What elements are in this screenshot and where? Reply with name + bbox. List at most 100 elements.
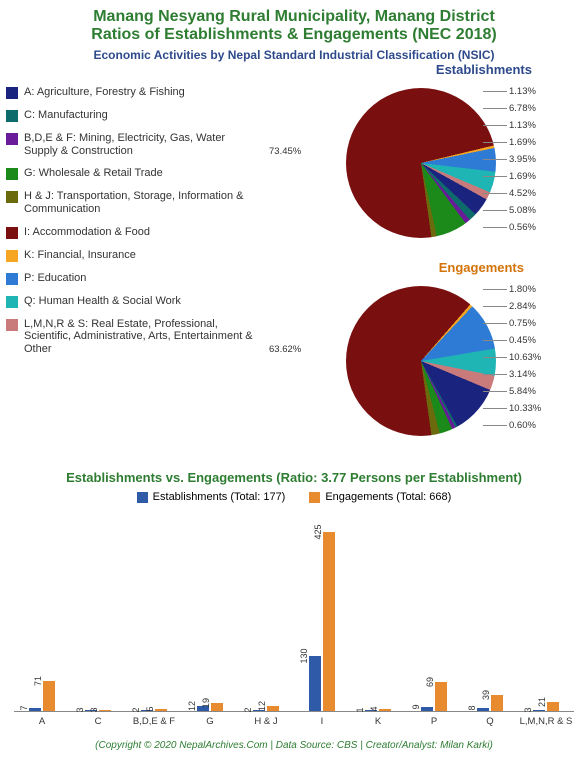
pie-eng-labels-lab-0: 1.80% [509, 284, 536, 295]
legend-swatch-3 [6, 168, 18, 180]
legend-label-9: L,M,N,R & S: Real Estate, Professional, … [24, 318, 261, 356]
bar-0-1: 71 [43, 681, 55, 711]
bar-legend-item-1: Engagements (Total: 668) [309, 491, 451, 503]
legend-label-4: H & J: Transportation, Storage, Informat… [24, 190, 261, 215]
bar-val-9-1: 21 [537, 697, 549, 707]
pie-est-labels-leader-4 [483, 159, 507, 160]
bar-group-2: 25 [141, 709, 167, 711]
bar-9-1: 21 [547, 702, 559, 711]
pie-eng-labels-leader-8 [483, 425, 507, 426]
bar-val-8-1: 39 [481, 690, 493, 700]
bar-val-7-0: 9 [411, 705, 423, 710]
bar-5-1: 425 [323, 532, 335, 711]
bar-val-4-0: 2 [243, 707, 255, 712]
legend-label-8: Q: Human Health & Social Work [24, 295, 261, 308]
footer-text: (Copyright © 2020 NepalArchives.Com | Da… [0, 740, 588, 751]
bar-val-3-1: 19 [201, 698, 213, 708]
bar-chart-x-labels: ACB,D,E & FGH & JIKPQL,M,N,R & S [14, 716, 574, 730]
bar-8-1: 39 [491, 695, 503, 711]
x-label-1: C [95, 716, 102, 727]
pie-eng-labels-lab-2: 0.75% [509, 318, 536, 329]
bar-group-6: 14 [365, 709, 391, 711]
bar-0-0: 7 [29, 708, 41, 711]
legend-item-9: L,M,N,R & S: Real Estate, Professional, … [6, 318, 261, 356]
bar-val-5-1: 425 [313, 525, 325, 540]
x-label-7: P [431, 716, 437, 727]
bar-legend-label-1: Engagements (Total: 668) [325, 491, 451, 503]
legend-swatch-0 [6, 87, 18, 99]
bar-val-2-0: 2 [131, 707, 143, 712]
pie-est-labels-lab-8: 0.56% [509, 222, 536, 233]
bar-group-0: 771 [29, 681, 55, 711]
bar-val-8-0: 8 [467, 705, 479, 710]
pie-est-labels-leader-8 [483, 227, 507, 228]
bar-legend-label-0: Establishments (Total: 177) [153, 491, 286, 503]
bar-val-6-1: 4 [369, 707, 381, 712]
legend-column: A: Agriculture, Forestry & Fishing C: Ma… [6, 68, 261, 464]
x-label-3: G [206, 716, 213, 727]
legend-item-8: Q: Human Health & Social Work [6, 295, 261, 308]
bar-group-1: 33 [85, 710, 111, 711]
pie-est-labels-leader-5 [483, 176, 507, 177]
pie-est-labels-lab-7: 5.08% [509, 205, 536, 216]
pie-eng-labels-leader-0 [483, 289, 507, 290]
legend-item-6: K: Financial, Insurance [6, 249, 261, 262]
legend-label-6: K: Financial, Insurance [24, 249, 261, 262]
pie-eng-labels-leader-4 [483, 357, 507, 358]
bar-group-5: 130425 [309, 532, 335, 711]
pie-engagements-chart [346, 286, 496, 436]
legend-swatch-8 [6, 296, 18, 308]
legend-label-1: C: Manufacturing [24, 109, 261, 122]
bar-7-0: 9 [421, 707, 433, 711]
pie-establishments-block: Establishments 73.45% 1.13%6.78%1.13%1.6… [261, 68, 578, 266]
pie-eng-labels-lab-6: 5.84% [509, 386, 536, 397]
title-block: Manang Nesyang Rural Municipality, Manan… [0, 0, 588, 64]
pie-est-labels-lab-2: 1.13% [509, 120, 536, 131]
pie-est-labels-lab-6: 4.52% [509, 188, 536, 199]
pie-est-labels-leader-1 [483, 108, 507, 109]
bar-group-9: 321 [533, 702, 559, 711]
bar-7-1: 69 [435, 682, 447, 711]
legend-swatch-6 [6, 250, 18, 262]
legend-label-7: P: Education [24, 272, 261, 285]
pie-est-labels-lab-0: 1.13% [509, 86, 536, 97]
pie-eng-labels-lab-5: 3.14% [509, 369, 536, 380]
legend-item-7: P: Education [6, 272, 261, 285]
legend-item-0: A: Agriculture, Forestry & Fishing [6, 86, 261, 99]
legend-item-1: C: Manufacturing [6, 109, 261, 122]
pie-eng-labels-leader-3 [483, 340, 507, 341]
legend-item-5: I: Accommodation & Food [6, 226, 261, 239]
legend-swatch-5 [6, 227, 18, 239]
bar-group-3: 1219 [197, 703, 223, 711]
pie-establishments-title: Establishments [436, 62, 532, 77]
legend-swatch-7 [6, 273, 18, 285]
pie-est-label-big: 73.45% [269, 146, 301, 157]
bar-8-0: 8 [477, 708, 489, 711]
top-section: A: Agriculture, Forestry & Fishing C: Ma… [0, 64, 588, 464]
legend-item-2: B,D,E & F: Mining, Electricity, Gas, Wat… [6, 132, 261, 157]
bar-6-1: 4 [379, 709, 391, 711]
pies-column: Establishments 73.45% 1.13%6.78%1.13%1.6… [261, 68, 578, 464]
pie-est-labels-lab-4: 3.95% [509, 154, 536, 165]
x-label-8: Q [486, 716, 493, 727]
bar-val-5-0: 130 [299, 649, 311, 664]
legend-label-5: I: Accommodation & Food [24, 226, 261, 239]
pie-establishments-chart [346, 88, 496, 238]
x-label-6: K [375, 716, 381, 727]
pie-est-labels-leader-2 [483, 125, 507, 126]
bar-chart-title: Establishments vs. Engagements (Ratio: 3… [0, 470, 588, 485]
pie-engagements-block: Engagements 63.62% 1.80%2.84%0.75%0.45%1… [261, 266, 578, 464]
legend-label-0: A: Agriculture, Forestry & Fishing [24, 86, 261, 99]
pie-eng-labels-lab-8: 0.60% [509, 420, 536, 431]
pie-est-labels-leader-3 [483, 142, 507, 143]
bar-1-1: 3 [99, 710, 111, 711]
legend-item-4: H & J: Transportation, Storage, Informat… [6, 190, 261, 215]
bar-val-1-0: 3 [75, 707, 87, 712]
bar-2-1: 5 [155, 709, 167, 711]
legend-swatch-2 [6, 133, 18, 145]
pie-est-labels-lab-5: 1.69% [509, 171, 536, 182]
bar-val-6-0: 1 [355, 707, 367, 712]
pie-eng-labels-lab-1: 2.84% [509, 301, 536, 312]
bar-val-1-1: 3 [89, 707, 101, 712]
bar-chart-area: 7713325121921213042514969839321 [14, 507, 574, 712]
